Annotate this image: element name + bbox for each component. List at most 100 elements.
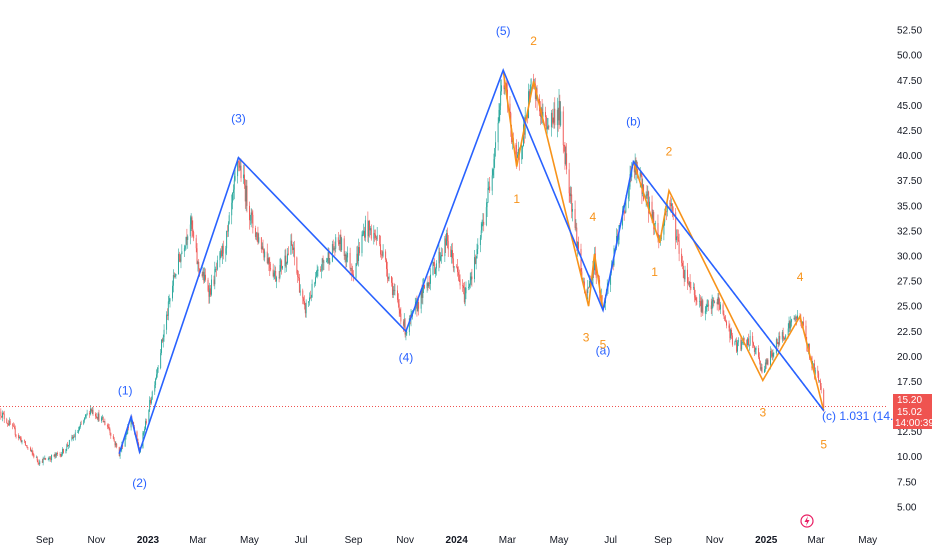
y-axis[interactable]: 5.007.5010.0012.5015.0017.5020.0022.5025… [897,26,922,514]
candle-body [547,126,549,129]
candle-body [321,258,323,270]
price-tag-last: 15.02 [897,407,922,418]
candle-body [402,321,404,326]
wave-label-orange: 4 [590,210,597,224]
candle-body [704,310,706,314]
candle-body [260,237,262,250]
wave-label-orange: 1 [651,265,658,279]
candle-body [244,185,246,202]
candle-body [654,223,656,224]
candle-body [148,409,150,423]
candle-body [262,246,264,251]
candle-body [594,253,595,271]
candle-body [749,335,751,345]
candle-body [15,434,17,436]
candle-body [737,340,739,343]
candle-body [337,237,339,243]
y-tick-label: 52.50 [897,26,922,37]
candle-body [231,202,233,216]
candle-body [593,268,595,271]
candle-body [817,370,819,374]
candle-body [369,220,371,231]
candle-body [789,321,791,329]
candle-body [109,429,111,433]
candle-body [44,458,46,459]
candle-body [375,237,377,240]
candle-body [657,223,659,237]
candle-body [752,335,754,343]
candle-body [482,221,484,224]
candle-body [539,111,541,117]
candle-body [227,230,228,232]
candle-body [700,301,702,312]
candle-body [793,317,795,320]
candle-body [110,432,112,436]
candle-body [782,332,784,337]
candle-body [705,307,707,311]
candle-body [706,305,708,308]
candle-body [649,201,650,214]
candle-body [296,257,298,273]
candle-body [773,352,775,354]
candle-body [497,122,499,143]
candle-body [352,273,354,275]
candle-body [783,336,785,339]
candle-body [627,196,629,199]
candle-body [440,256,442,261]
candle-body [722,304,724,314]
candle-body [612,264,614,266]
candle-body [560,111,562,126]
candle-body [297,272,299,277]
candle-body [421,289,423,298]
candle-body [2,412,4,414]
candle-body [720,304,721,310]
candle-body [452,258,454,268]
candle-body [304,301,305,306]
candle-body [379,235,381,245]
candle-body [446,233,448,241]
candle-body [796,317,798,320]
candle-body [823,389,825,408]
candle-body [403,319,405,326]
candle-body [33,454,35,458]
x-axis[interactable]: Sep Nov 2023 Mar May Jul Sep Nov 2024 Mar May Jul Se… [36,535,877,546]
candle-body [18,435,20,438]
candle-body [575,227,577,229]
x-tick-label: Nov [396,535,414,546]
candle-body [86,412,88,415]
candle-body [386,268,388,278]
candle-body [43,458,45,460]
y-tick-label: 40.00 [897,151,922,162]
candle-body [435,268,436,274]
candle-body [234,176,236,181]
candle-body [267,258,269,264]
candle-body [755,348,757,350]
candle-body [250,212,252,220]
candle-body [759,357,760,361]
candle-body [286,262,288,265]
candle-body [361,234,363,254]
candle-body [251,212,253,215]
candle-body [13,426,15,428]
candle-body [84,414,86,418]
candle-body [287,253,288,263]
candle-body [687,283,689,285]
candle-body [50,458,52,461]
candle-body [167,301,169,316]
candle-body [156,374,157,379]
candle-body [558,100,560,121]
candle-body [95,413,97,417]
candle-body [373,233,375,239]
candle-body [314,283,316,285]
candle-body [49,458,51,459]
candle-body [97,413,99,419]
candle-body [39,460,41,465]
candle-body [693,287,694,289]
candle-body [671,203,672,207]
flash-icon[interactable] [800,514,814,528]
candle-body [499,105,501,110]
candle-body [639,171,641,178]
candle-body [633,167,635,173]
candle-body [13,425,14,427]
